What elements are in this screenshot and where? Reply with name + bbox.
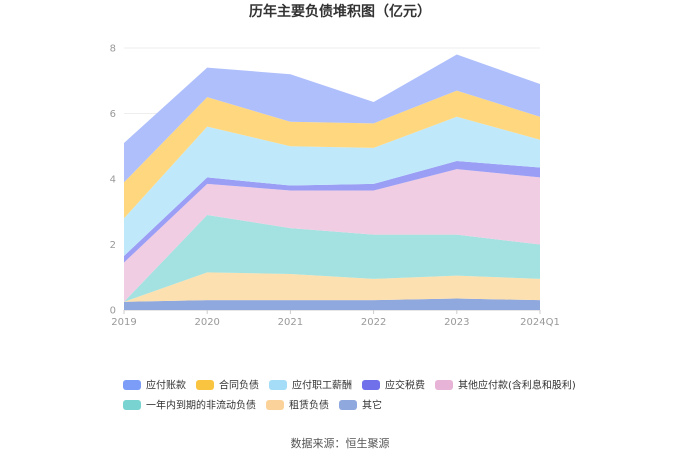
- legend-swatch: [123, 400, 141, 410]
- x-tick-label: 2022: [361, 317, 386, 328]
- area-series-5: [124, 116, 540, 256]
- legend-item[interactable]: 合同负债: [196, 379, 259, 392]
- legend-item[interactable]: 其他应付款(含利息和股利): [435, 379, 576, 392]
- x-tick-label: 2019: [111, 317, 136, 328]
- areas: [124, 54, 540, 310]
- area-series-1: [124, 272, 540, 302]
- area-series-7: [124, 54, 540, 183]
- legend-label: 应交税费: [385, 379, 425, 392]
- legend-item[interactable]: 应付职工薪酬: [269, 379, 352, 392]
- area-series-0: [124, 298, 540, 310]
- x-tick-label: 2020: [194, 317, 219, 328]
- legend-swatch: [269, 380, 287, 390]
- y-tick-label: 0: [110, 306, 116, 317]
- y-tick-label: 6: [110, 109, 116, 120]
- chart-title: 历年主要负债堆积图（亿元）: [249, 3, 431, 20]
- data-source: 数据来源：恒生聚源: [291, 436, 390, 450]
- area-series-3: [124, 169, 540, 302]
- legend-swatch: [362, 380, 380, 390]
- legend-swatch: [435, 380, 453, 390]
- legend-label: 其它: [362, 399, 382, 412]
- area-series-6: [124, 90, 540, 219]
- legend-label: 其他应付款(含利息和股利): [458, 379, 576, 392]
- legend-swatch: [196, 380, 214, 390]
- area-series-4: [124, 160, 540, 263]
- y-axis: 0 2 4 6 8: [110, 44, 116, 317]
- legend-item[interactable]: 一年内到期的非流动负债: [123, 399, 256, 412]
- legend-swatch: [123, 380, 141, 390]
- legend-item[interactable]: 应交税费: [362, 379, 425, 392]
- x-axis: 2019 2020 2021 2022 2023 2024Q1: [111, 310, 560, 328]
- legend-swatch: [266, 400, 284, 410]
- legend-item[interactable]: 其它: [339, 399, 382, 412]
- legend-swatch: [339, 400, 357, 410]
- legend-label: 一年内到期的非流动负债: [146, 399, 256, 412]
- x-tick-label: 2021: [278, 317, 303, 328]
- legend-item[interactable]: 应付账款: [123, 379, 186, 392]
- legend-label: 应付职工薪酬: [292, 379, 352, 392]
- legend-label: 应付账款: [146, 379, 186, 392]
- legend: 应付账款 合同负债 应付职工薪酬 应交税费 其他应付款(含利息和股利) 一年内到期的非流动…: [123, 379, 576, 412]
- x-tick-label: 2024Q1: [520, 317, 560, 328]
- legend-item[interactable]: 租赁负债: [266, 399, 329, 412]
- x-tick-label: 2023: [444, 317, 469, 328]
- y-tick-label: 4: [110, 175, 116, 186]
- area-series-2: [124, 215, 540, 302]
- legend-label: 租赁负债: [289, 399, 329, 412]
- y-tick-label: 8: [110, 44, 116, 55]
- legend-label: 合同负债: [219, 379, 259, 392]
- y-tick-label: 2: [110, 240, 116, 251]
